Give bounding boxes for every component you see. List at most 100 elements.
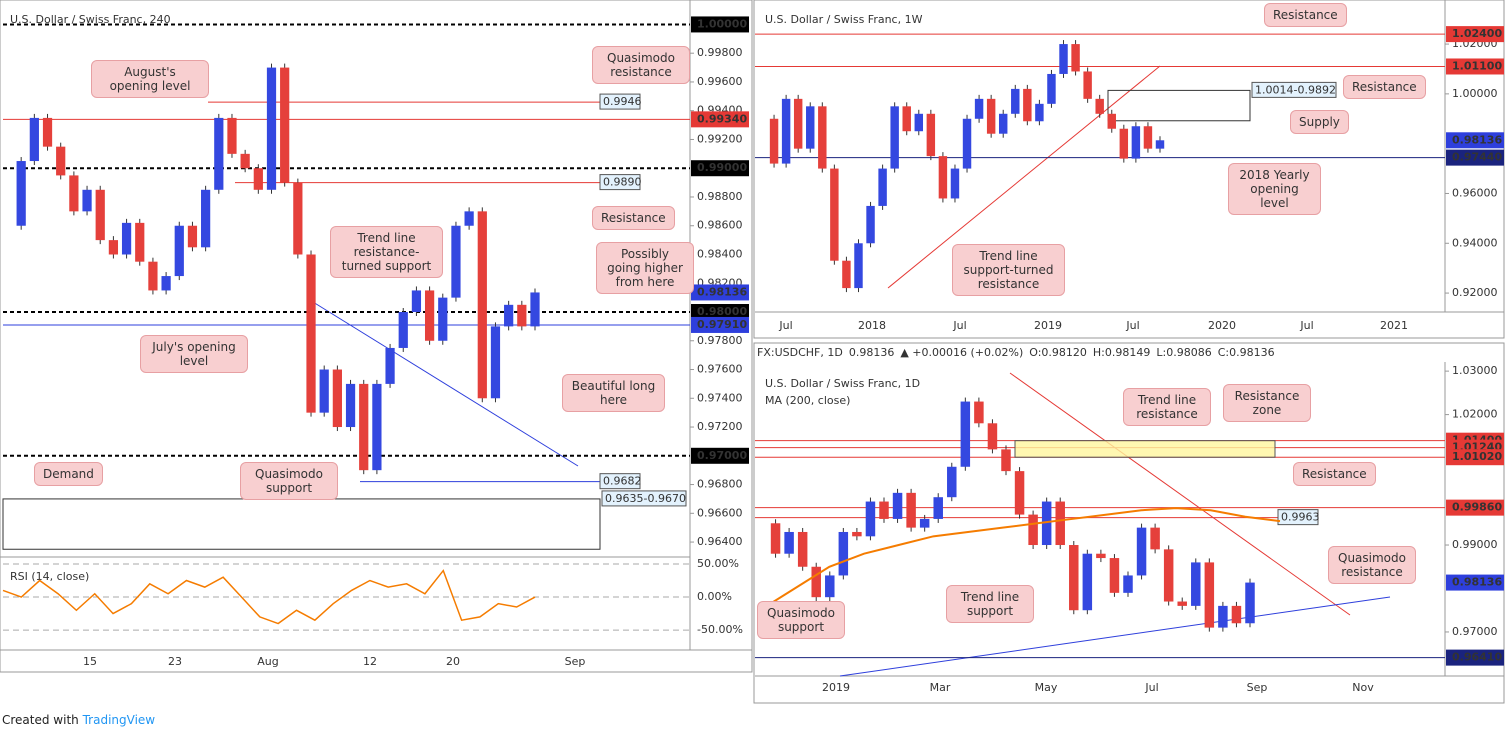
- candle: [1014, 471, 1025, 515]
- y-tick-label: 0.99200: [697, 132, 743, 145]
- level-box: [1446, 574, 1504, 591]
- candle: [769, 118, 779, 164]
- level-label: 0.99860: [1452, 501, 1502, 514]
- callout: 2018 Yearly opening level: [1228, 163, 1321, 215]
- candle: [477, 211, 487, 399]
- panel-frame: [753, 0, 1505, 339]
- candle: [1123, 575, 1133, 593]
- candle: [1163, 549, 1174, 602]
- rsi-tick-label: -50.00%: [697, 623, 743, 636]
- level-label: 0.99340: [697, 112, 747, 125]
- candle: [986, 98, 996, 134]
- candle: [227, 117, 237, 154]
- candle: [1001, 449, 1011, 472]
- candle: [793, 98, 803, 149]
- candle: [1131, 126, 1141, 159]
- tag-label: 0.9946: [603, 95, 642, 108]
- level-label: 0.98136: [1452, 576, 1502, 589]
- candle: [56, 146, 66, 176]
- tag-label: 1.0014-0.9892: [1255, 83, 1336, 96]
- tag-label: 0.9682: [603, 475, 642, 488]
- candle: [1083, 71, 1092, 99]
- y-tick-label: 0.97200: [697, 420, 743, 433]
- candle: [914, 113, 924, 132]
- x-tick-label: 20: [446, 655, 460, 668]
- y-tick-label: 0.94000: [1452, 236, 1498, 249]
- candle: [797, 531, 808, 567]
- level-label: 0.98000: [697, 305, 747, 318]
- header-item: C:0.98136: [1218, 346, 1275, 359]
- callout: Resistance: [592, 206, 675, 230]
- candle: [359, 383, 369, 471]
- x-tick-label: 2019: [822, 681, 850, 694]
- level-box: [1446, 58, 1504, 75]
- x-tick-label: 12: [363, 655, 377, 668]
- x-tick-label: 2021: [1380, 319, 1408, 332]
- header-item: H:0.98149: [1093, 346, 1150, 359]
- level-label: 0.97910: [697, 318, 747, 331]
- callout: Resistance zone: [1223, 384, 1311, 422]
- candle: [902, 106, 911, 132]
- candle: [42, 117, 53, 147]
- level-box: [1446, 499, 1504, 516]
- candle: [530, 292, 540, 327]
- level-label: 1.00000: [697, 17, 747, 30]
- candle: [1055, 501, 1065, 546]
- candle: [464, 211, 474, 226]
- candle: [852, 531, 862, 537]
- candle: [438, 297, 448, 341]
- level-box: [691, 316, 749, 333]
- x-tick-label: Jul: [778, 319, 792, 332]
- level-box: [691, 16, 749, 33]
- callout: Resistance: [1264, 3, 1347, 27]
- candle: [987, 423, 998, 450]
- candle: [1119, 128, 1129, 159]
- candle: [385, 347, 395, 384]
- candle: [890, 106, 899, 169]
- candle: [174, 225, 184, 277]
- moving-average: [759, 507, 1281, 612]
- candle: [1150, 527, 1160, 550]
- candle: [781, 98, 791, 164]
- y-tick-label: 0.96600: [697, 506, 743, 519]
- panel-subtitle: MA (200, close): [765, 394, 850, 407]
- trend-line: [1009, 372, 1351, 616]
- candle: [1136, 527, 1147, 576]
- candle: [784, 531, 794, 554]
- callout: Quasimodo support: [757, 601, 845, 639]
- candle: [424, 290, 435, 341]
- candle: [1177, 601, 1187, 606]
- callout: Trend line resistance-turned support: [330, 226, 443, 278]
- y-tick-label: 0.98600: [697, 219, 743, 232]
- y-tick-label: 0.97800: [697, 334, 743, 347]
- y-tick-label: 0.96400: [697, 535, 743, 548]
- zone: [2, 498, 601, 550]
- header-item: L:0.98086: [1156, 346, 1211, 359]
- candle: [1109, 558, 1120, 593]
- candle: [865, 501, 876, 537]
- callout: July's opening level: [140, 335, 248, 373]
- candle: [1069, 545, 1079, 611]
- level-label: 0.98136: [1452, 133, 1502, 146]
- level-label: 0.97440: [1452, 151, 1502, 164]
- candle: [187, 225, 198, 248]
- callout: Resistance: [1343, 75, 1426, 99]
- callout: Possibly going higher from here: [596, 242, 694, 294]
- x-tick-label: Sep: [565, 655, 586, 668]
- callout: Demand: [34, 462, 103, 486]
- y-tick-label: 0.97600: [697, 363, 743, 376]
- tag-box: [599, 174, 641, 191]
- candle: [906, 492, 916, 528]
- level-box: [691, 447, 749, 464]
- trend-line: [312, 301, 579, 467]
- callout: Quasimodo resistance: [592, 46, 690, 84]
- callout: Quasimodo support: [240, 462, 338, 500]
- candle: [82, 189, 92, 212]
- level-label: 1.01100: [1452, 59, 1502, 72]
- candle: [293, 182, 303, 255]
- candle: [879, 501, 889, 519]
- resistance-zone: [1014, 440, 1276, 458]
- header-item: O:0.98120: [1029, 346, 1087, 359]
